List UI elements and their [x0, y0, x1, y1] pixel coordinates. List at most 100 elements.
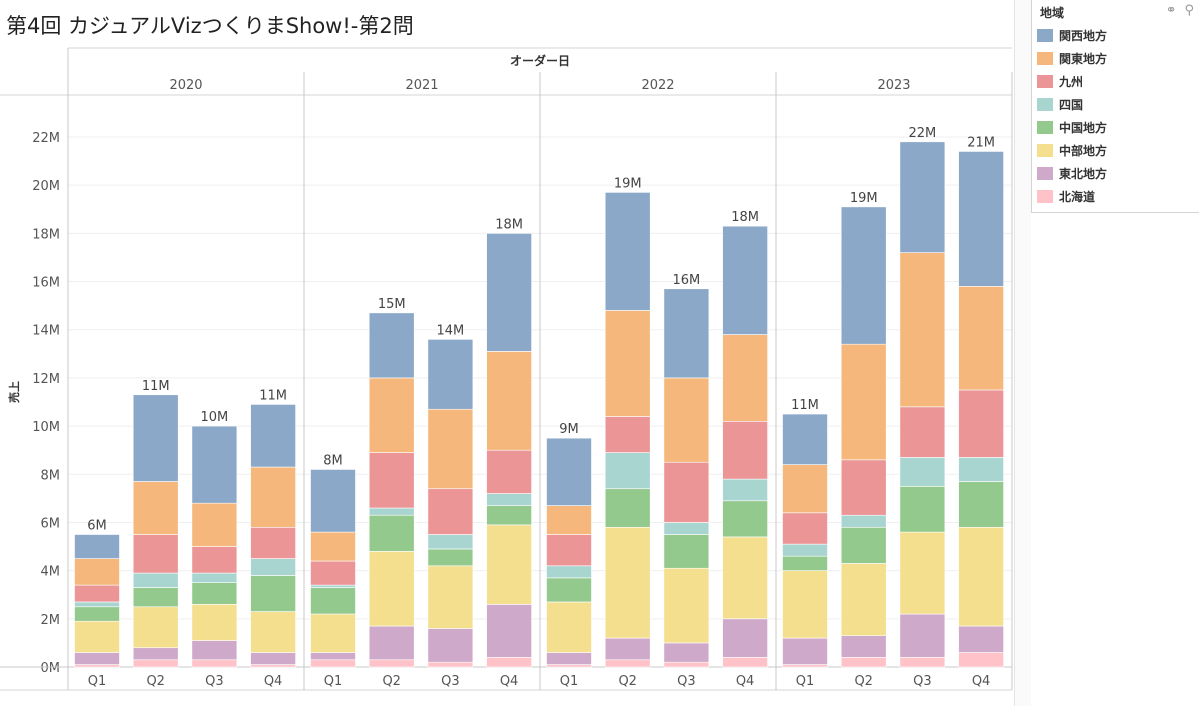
- legend-item[interactable]: 九州: [1032, 70, 1199, 93]
- year-header: 2020: [169, 78, 202, 93]
- bar-segment: [486, 657, 532, 668]
- bar-segment: [604, 192, 651, 311]
- bar-segment: [427, 548, 474, 567]
- x-tick-label: Q2: [854, 674, 873, 689]
- legend-item[interactable]: 四国: [1032, 93, 1199, 116]
- bar-segment: [74, 664, 120, 668]
- bar-segment: [427, 408, 474, 490]
- y-tick-label: 10M: [32, 420, 60, 435]
- bar-segment: [310, 659, 356, 668]
- bar-segment: [899, 252, 946, 408]
- bar-stack[interactable]: [310, 469, 356, 668]
- bar-segment: [74, 620, 120, 653]
- x-tick-label: Q2: [618, 674, 637, 689]
- bar-segment: [310, 587, 356, 615]
- bar-segment: [191, 572, 238, 583]
- search-icon[interactable]: ⚲: [1184, 3, 1194, 18]
- legend-item[interactable]: 中部地方: [1032, 139, 1199, 162]
- x-tick-label: Q3: [441, 674, 460, 689]
- y-tick-label: 12M: [32, 372, 60, 387]
- y-tick-label: 8M: [41, 468, 61, 483]
- bar-segment: [368, 659, 415, 668]
- bar-total-label: 14M: [437, 323, 465, 338]
- bar-stack[interactable]: [899, 141, 946, 668]
- bar-stack[interactable]: [250, 404, 296, 668]
- bar-segment: [250, 404, 296, 468]
- bar-segment: [486, 604, 532, 658]
- bar-stack[interactable]: [604, 192, 651, 668]
- bar-segment: [840, 206, 887, 345]
- bar-segment: [427, 339, 474, 410]
- bar-segment: [310, 613, 356, 653]
- bar-stack[interactable]: [958, 151, 1004, 668]
- bar-stack[interactable]: [782, 413, 828, 668]
- vertical-scrollbar[interactable]: [1014, 0, 1031, 706]
- bar-segment: [74, 606, 120, 622]
- legend-item[interactable]: 関東地方: [1032, 47, 1199, 70]
- bar-segment: [74, 584, 120, 603]
- legend-swatch: [1037, 144, 1053, 157]
- bar-segment: [899, 613, 946, 658]
- legend-item[interactable]: 中国地方: [1032, 116, 1199, 139]
- bar-segment: [74, 534, 120, 559]
- bar-stack[interactable]: [840, 206, 887, 668]
- x-tick-label: Q1: [560, 674, 579, 689]
- bar-segment: [958, 286, 1004, 391]
- bar-segment: [486, 493, 532, 506]
- stacked-bar-chart: オーダー日 0M 2M 4M 6M 8M 10M 12M 14M 16M 18M 20M 22M 売上 20…: [0, 47, 1013, 691]
- bar-segment: [368, 452, 415, 509]
- bar-stack[interactable]: [663, 288, 710, 668]
- bar-segment: [722, 225, 768, 335]
- bar-stack[interactable]: [486, 233, 532, 668]
- y-tick-label: 14M: [32, 324, 60, 339]
- bar-segment: [191, 546, 238, 574]
- bar-total-label: 18M: [731, 210, 759, 225]
- bar-stack[interactable]: [722, 225, 768, 668]
- bar-segment: [899, 657, 946, 668]
- bar-segment: [546, 437, 592, 506]
- bar-segment: [132, 394, 179, 482]
- legend-label: 関西地方: [1059, 29, 1108, 43]
- bar-segment: [604, 488, 651, 528]
- legend-header: 地域 ⚭ ⚲: [1032, 0, 1199, 24]
- bar-segment: [840, 514, 887, 528]
- bar-segment: [958, 652, 1004, 668]
- highlight-toggle-icon[interactable]: ⚭: [1165, 3, 1177, 18]
- legend-item[interactable]: 東北地方: [1032, 162, 1199, 185]
- bar-segment: [250, 611, 296, 653]
- bar-segment: [546, 534, 592, 567]
- bar-segment: [250, 526, 296, 559]
- bar-segment: [604, 637, 651, 661]
- bar-total-label: 6M: [87, 519, 107, 534]
- bar-stack[interactable]: [546, 437, 592, 668]
- bar-segment: [899, 457, 946, 487]
- bar-stack[interactable]: [427, 339, 474, 668]
- bar-segment: [486, 351, 532, 451]
- bar-segment: [310, 560, 356, 586]
- bar-total-label: 22M: [909, 126, 937, 141]
- bar-segment: [604, 659, 651, 668]
- bar-segment: [191, 582, 238, 605]
- bar-stack[interactable]: [191, 425, 238, 668]
- bar-stack[interactable]: [74, 534, 120, 668]
- bar-segment: [191, 604, 238, 641]
- y-tick-label: 22M: [32, 131, 60, 146]
- bar-segment: [427, 488, 474, 535]
- legend-swatch: [1037, 190, 1053, 203]
- bar-stack[interactable]: [368, 312, 415, 668]
- bar-segment: [958, 151, 1004, 287]
- bar-stack[interactable]: [132, 394, 179, 668]
- bar-segment: [74, 601, 120, 608]
- bar-total-label: 19M: [614, 176, 642, 191]
- legend-item[interactable]: 北海道: [1032, 185, 1199, 208]
- bar-segment: [840, 526, 887, 564]
- bar-segment: [663, 461, 710, 523]
- bar-total-label: 16M: [673, 273, 701, 288]
- legend-item[interactable]: 関西地方: [1032, 24, 1199, 47]
- legend-swatch: [1037, 75, 1053, 88]
- bar-segment: [191, 640, 238, 661]
- bar-segment: [840, 459, 887, 516]
- legend-swatch: [1037, 52, 1053, 65]
- bar-segment: [368, 507, 415, 516]
- bar-segment: [132, 534, 179, 574]
